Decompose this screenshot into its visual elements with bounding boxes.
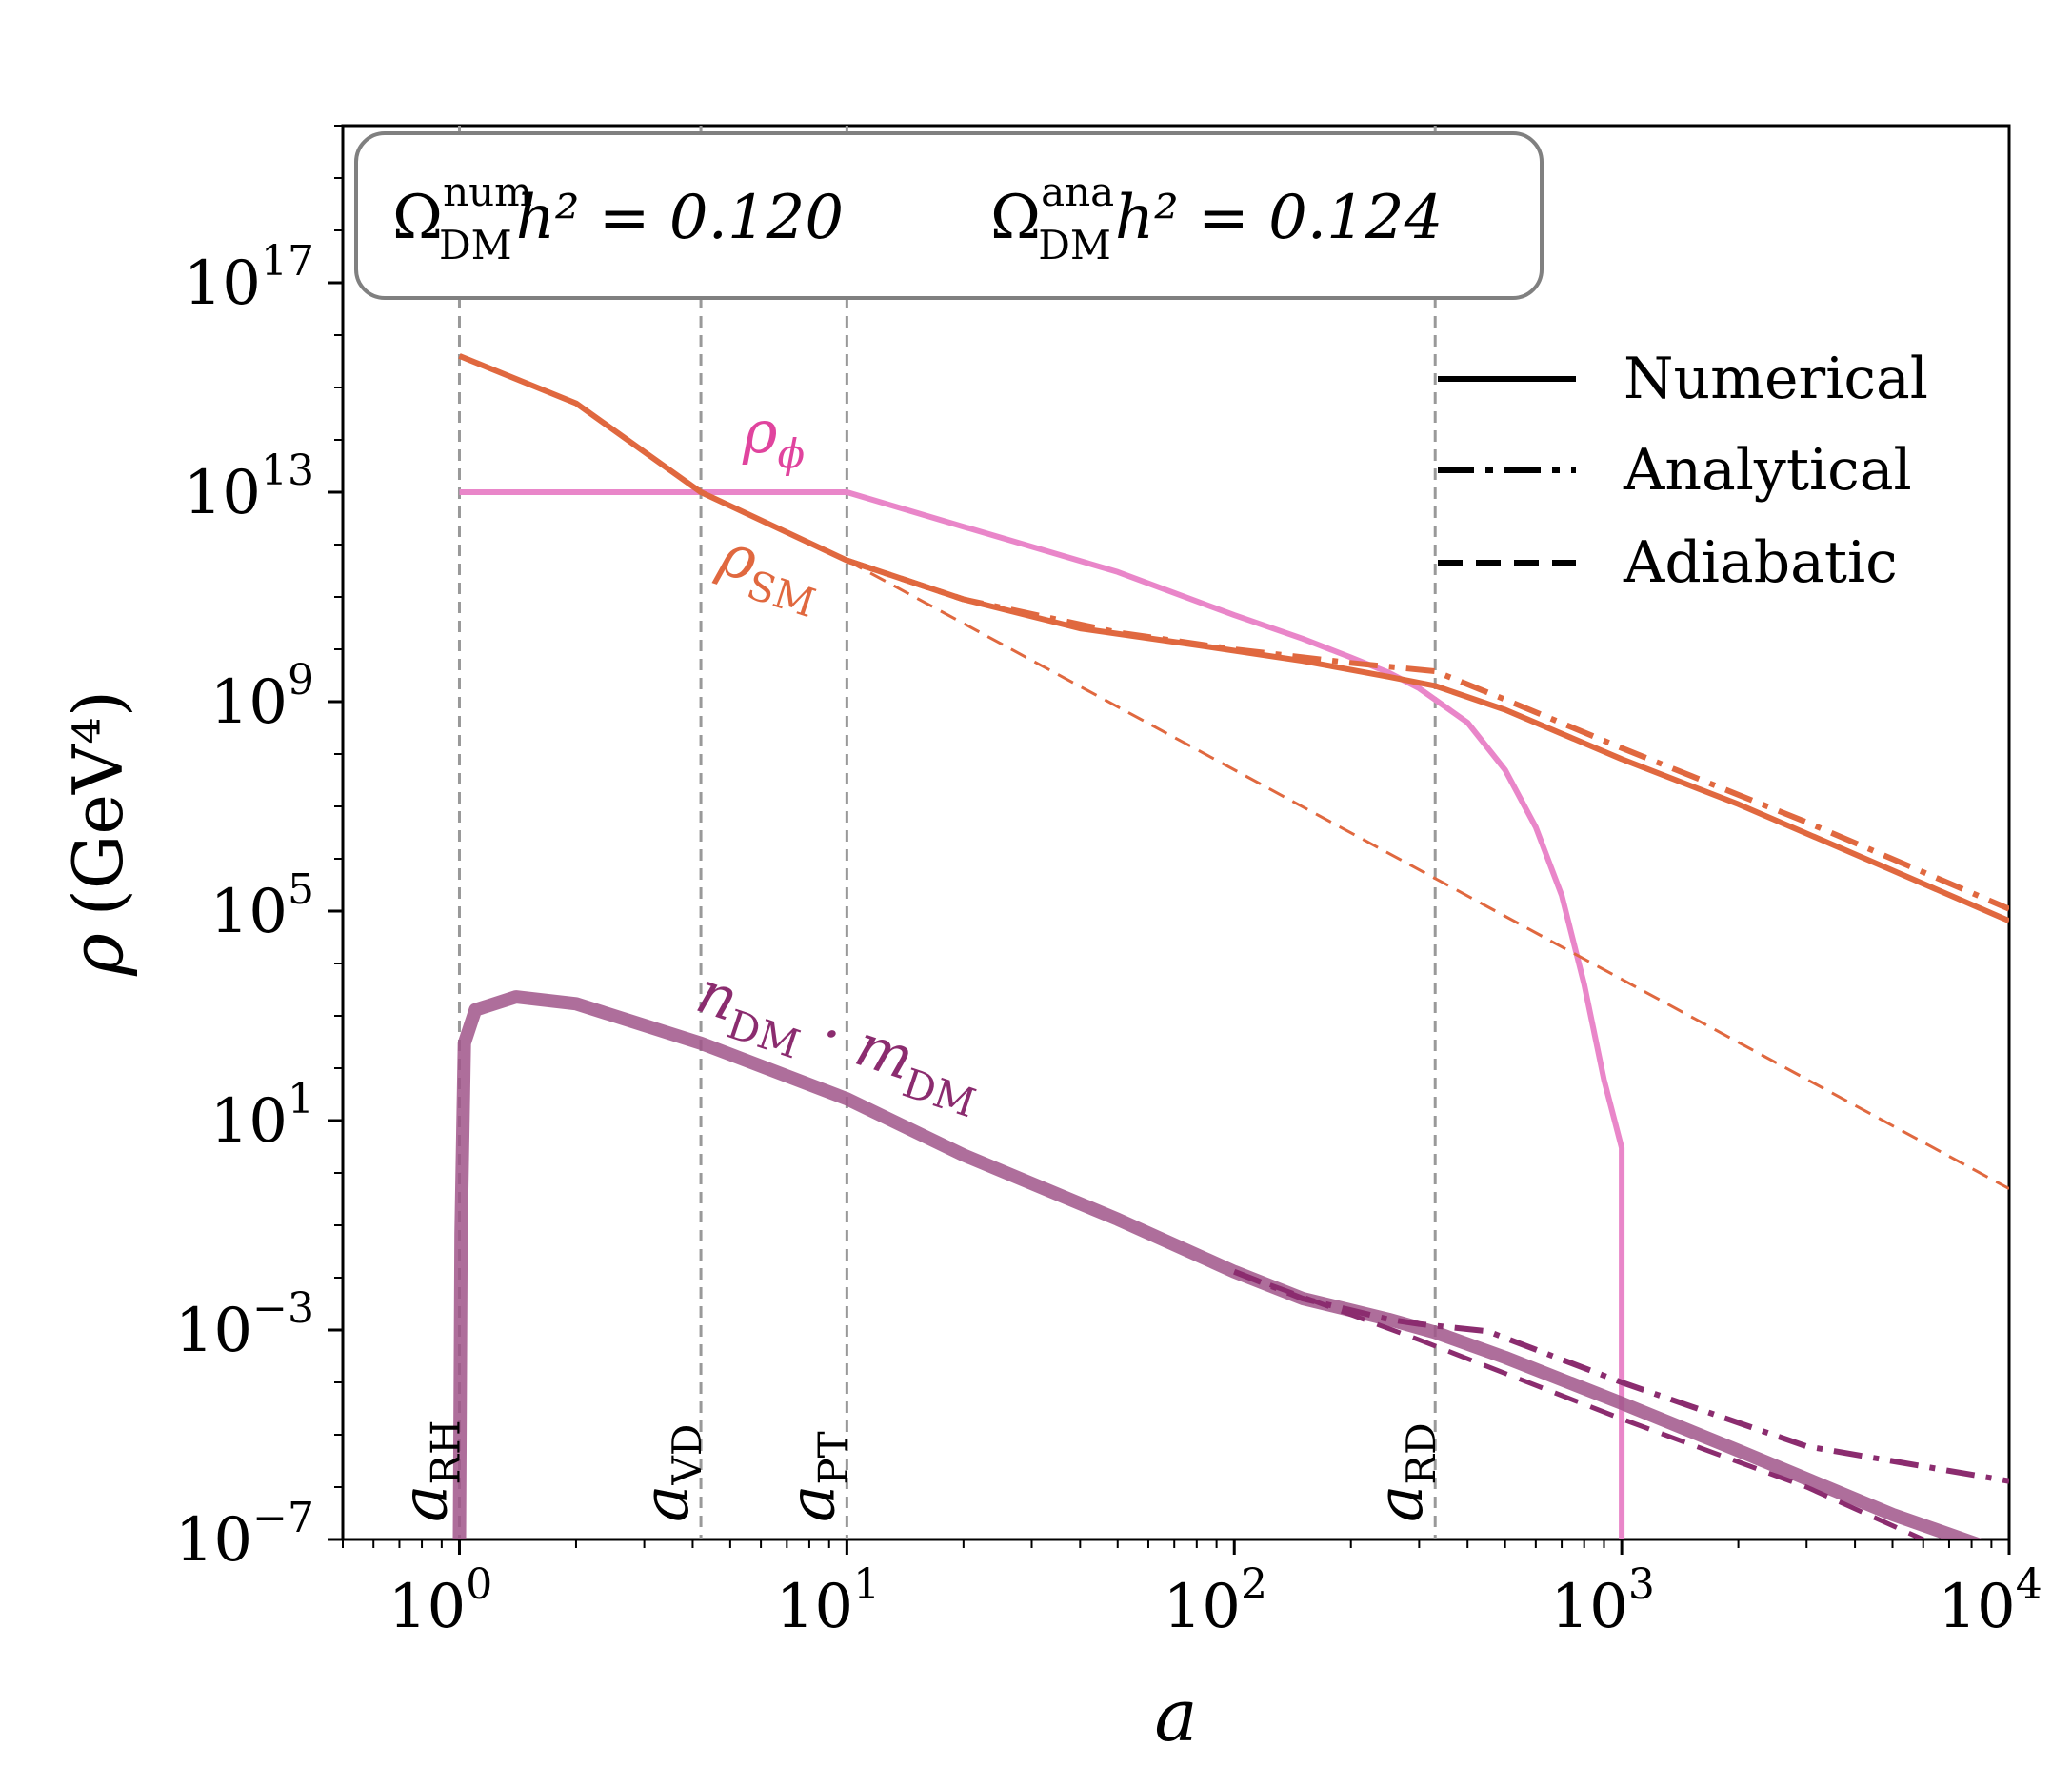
y-tick-label: 105 [210, 865, 314, 947]
series-rho-phi-numerical [459, 489, 1625, 1539]
vertical-marker-label-rd: aRD [1364, 1422, 1444, 1522]
x-tick-label: 104 [1938, 1560, 2042, 1642]
y-tick-label: 10−3 [175, 1284, 314, 1366]
y-tick-label: 109 [210, 656, 314, 738]
x-tick-labels: 100 101 102 103 104 [388, 1560, 2042, 1642]
legend-label-adiabatic: Adiabatic [1623, 529, 1898, 596]
vertical-marker-label-pt: aPT [775, 1431, 856, 1522]
y-tick-label: 1017 [184, 237, 314, 319]
data-series [452, 353, 2009, 1539]
vertical-marker-labels: aRH aVD aPT aRD [388, 1420, 1444, 1522]
y-tick-label: 1013 [184, 447, 314, 528]
y-tick-label: 10−7 [175, 1494, 314, 1576]
y-tick-labels: 10−7 10−3 101 105 109 1013 1017 [175, 237, 314, 1576]
label-rho-phi: ρϕ [742, 397, 805, 477]
y-axis-symbol: ρ [54, 933, 139, 977]
legend-label-analytical: Analytical [1623, 437, 1912, 504]
y-axis-unit: (GeV⁴) [58, 690, 138, 916]
x-tick-label: 100 [388, 1560, 492, 1642]
series-rho-sm-numerical [458, 353, 2009, 924]
series-dm-adiabatic [1233, 1269, 1924, 1539]
vertical-marker-label-vd: aVD [629, 1424, 710, 1522]
x-tick-label: 103 [1550, 1560, 1654, 1642]
svg-text:ρ(GeV⁴): ρ (GeV⁴) [54, 690, 139, 977]
x-tick-label: 101 [776, 1560, 880, 1642]
series-dm-numerical [452, 990, 1984, 1539]
legend: Numerical Analytical Adiabatic [1438, 346, 1928, 596]
omega-ana-text: Ωana DMh² = 0.124 [990, 169, 1443, 268]
y-tick-label: 101 [210, 1075, 314, 1157]
x-axis-title: a [1154, 1673, 1197, 1757]
label-n-dm-m-dm: nDM · mDM [686, 957, 992, 1126]
series-rho-sm-analytical [846, 557, 2009, 912]
y-axis-title: ρ (GeV⁴) [54, 690, 139, 977]
series-rho-sm-adiabatic [846, 559, 2009, 1190]
omega-annotation-box [354, 131, 1544, 300]
vertical-markers [457, 126, 1437, 1539]
omega-num-text: Ωnum DMh² = 0.120 [392, 169, 844, 268]
axis-ticks [328, 125, 2011, 1555]
legend-label-numerical: Numerical [1624, 346, 1928, 412]
vertical-marker-label-rh: aRH [388, 1420, 468, 1522]
x-tick-label: 102 [1164, 1560, 1267, 1642]
plot-area [341, 124, 2011, 1541]
